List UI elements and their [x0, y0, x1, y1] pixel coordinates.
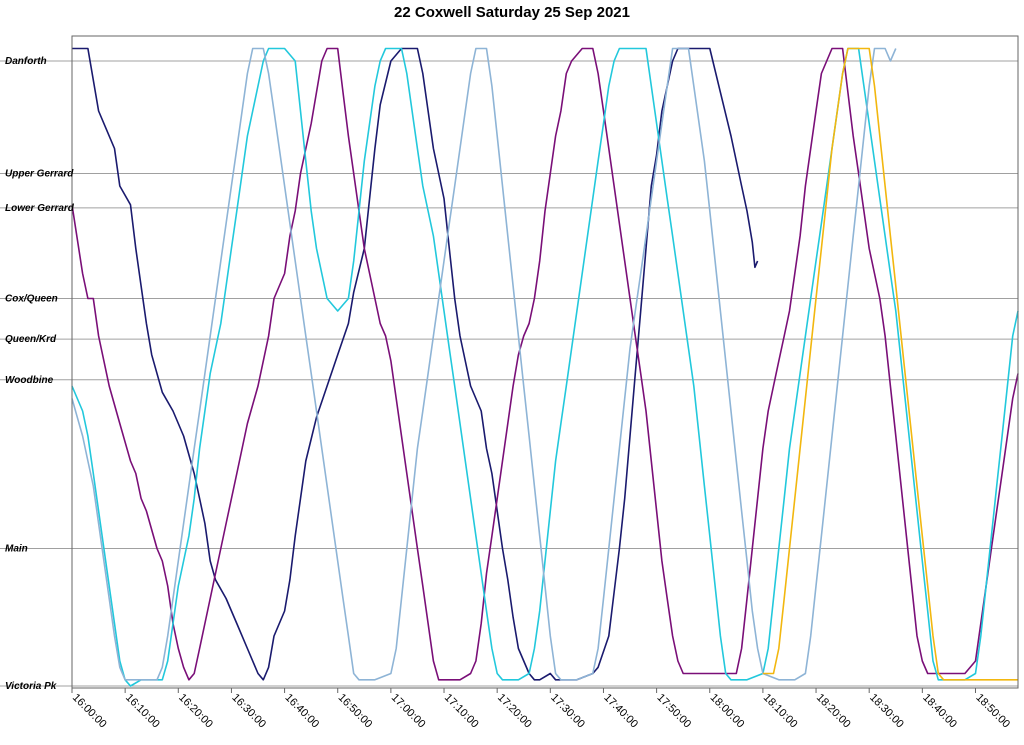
x-label-7: 17:10:00 — [442, 692, 481, 731]
y-label-0: Danforth — [5, 56, 47, 67]
series-line-4 — [762, 47, 1018, 681]
series-lines — [71, 47, 1019, 687]
x-label-15: 18:30:00 — [867, 692, 906, 731]
plot-frame — [71, 35, 1019, 689]
x-label-3: 16:30:00 — [229, 692, 268, 731]
x-label-5: 16:50:00 — [336, 692, 375, 731]
x-label-10: 17:40:00 — [601, 692, 640, 731]
x-label-11: 17:50:00 — [654, 692, 693, 731]
y-label-5: Woodbine — [5, 375, 54, 386]
x-label-13: 18:10:00 — [761, 692, 800, 731]
gridlines — [0, 60, 1018, 687]
x-label-8: 17:20:00 — [495, 692, 534, 731]
x-label-4: 16:40:00 — [282, 692, 321, 731]
y-label-4: Queen/Krd — [5, 334, 57, 345]
x-label-2: 16:20:00 — [176, 692, 215, 731]
x-labels: 16:00:00 16:10:00 16:20:00 16:30:00 16:40:00… — [70, 688, 1012, 730]
y-label-2: Lower Gerrard — [5, 203, 75, 214]
x-label-0: 16:00:00 — [70, 692, 109, 731]
x-label-14: 18:20:00 — [814, 692, 853, 731]
x-label-16: 18:40:00 — [920, 692, 959, 731]
series-line-0 — [72, 47, 759, 681]
x-label-12: 18:00:00 — [708, 692, 747, 731]
x-label-6: 17:00:00 — [389, 692, 428, 731]
y-label-1: Upper Gerrard — [5, 169, 74, 180]
x-label-1: 16:10:00 — [123, 692, 162, 731]
y-label-3: Cox/Queen — [5, 294, 58, 305]
series-line-2 — [71, 47, 1019, 687]
y-label-7: Victoria Pk — [5, 681, 57, 692]
x-label-9: 17:30:00 — [548, 692, 587, 731]
chart-title: 22 Coxwell Saturday 25 Sep 2021 — [394, 4, 630, 21]
series-line-1 — [71, 47, 1019, 681]
x-label-17: 18:50:00 — [973, 692, 1012, 731]
y-labels: Danforth Upper Gerrard Lower Gerrard Cox/Qu… — [5, 56, 75, 692]
series-line-3 — [71, 47, 897, 681]
y-label-6: Main — [5, 544, 28, 555]
